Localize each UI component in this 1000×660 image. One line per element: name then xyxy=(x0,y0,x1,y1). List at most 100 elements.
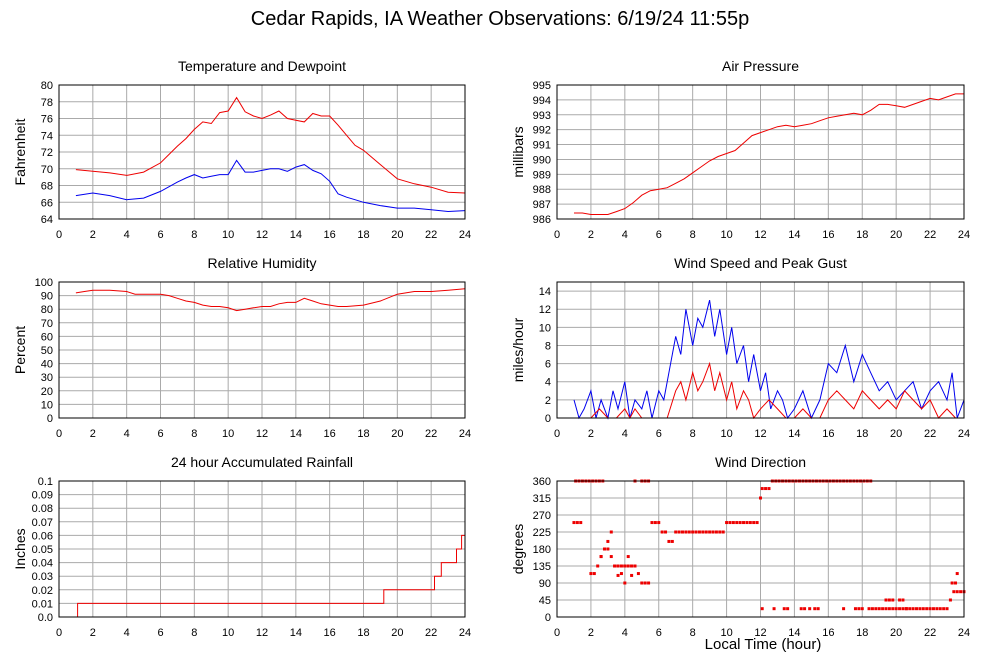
x-tick-label: 8 xyxy=(690,627,696,639)
x-tick-label: 0 xyxy=(56,428,62,440)
x-tick-label: 16 xyxy=(324,627,336,639)
data-point xyxy=(887,598,891,602)
x-tick-label: 8 xyxy=(191,229,197,241)
y-tick-label: 90 xyxy=(41,291,53,303)
data-point xyxy=(725,521,729,525)
x-tick-label: 12 xyxy=(754,428,766,440)
data-point xyxy=(748,521,752,525)
data-point xyxy=(643,581,647,585)
x-tick-label: 18 xyxy=(357,428,369,440)
x-tick-label: 6 xyxy=(656,229,662,241)
x-tick-label: 24 xyxy=(958,627,970,639)
x-tick-label: 6 xyxy=(157,627,163,639)
data-point xyxy=(891,607,895,611)
y-tick-label: 100 xyxy=(35,277,53,289)
x-tick-label: 14 xyxy=(290,627,302,639)
data-point xyxy=(915,607,919,611)
data-point xyxy=(623,581,627,585)
y-tick-label: 0 xyxy=(545,413,551,425)
data-point xyxy=(782,607,786,611)
y-tick-label: 14 xyxy=(539,286,551,298)
data-point xyxy=(950,581,954,585)
y-tick-label: 986 xyxy=(533,214,551,226)
data-point xyxy=(928,607,932,611)
y-tick-label: 990 xyxy=(533,154,551,166)
x-tick-label: 6 xyxy=(157,428,163,440)
y-tick-label: 994 xyxy=(533,95,551,107)
x-tick-label: 22 xyxy=(924,627,936,639)
y-tick-label: 6 xyxy=(545,359,551,371)
x-tick-label: 2 xyxy=(588,229,594,241)
y-tick-label: 12 xyxy=(539,304,551,316)
y-tick-label: 0.06 xyxy=(32,530,53,542)
data-point xyxy=(877,607,881,611)
chart-title: Relative Humidity xyxy=(208,255,317,271)
x-tick-label: 18 xyxy=(856,627,868,639)
x-tick-label: 24 xyxy=(459,229,471,241)
y-tick-label: 0.07 xyxy=(32,517,53,529)
y-tick-label: 0.03 xyxy=(32,571,53,583)
data-point xyxy=(636,572,640,576)
data-point xyxy=(803,607,807,611)
data-point xyxy=(711,530,715,534)
x-tick-label: 20 xyxy=(391,627,403,639)
x-tick-label: 16 xyxy=(822,428,834,440)
y-tick-label: 180 xyxy=(533,544,551,556)
x-tick-label: 14 xyxy=(788,627,800,639)
x-tick-label: 24 xyxy=(958,229,970,241)
data-point xyxy=(714,530,718,534)
data-point xyxy=(728,521,732,525)
data-point xyxy=(935,607,939,611)
x-tick-label: 16 xyxy=(324,229,336,241)
data-point xyxy=(786,607,790,611)
x-tick-label: 4 xyxy=(124,229,130,241)
data-point xyxy=(704,530,708,534)
y-tick-label: 40 xyxy=(41,359,53,371)
data-point xyxy=(674,530,678,534)
x-tick-label: 18 xyxy=(856,428,868,440)
data-point xyxy=(901,607,905,611)
y-tick-label: 0.1 xyxy=(38,476,53,488)
data-point xyxy=(799,607,803,611)
x-tick-label: 20 xyxy=(391,428,403,440)
data-point xyxy=(857,607,861,611)
data-point xyxy=(626,555,630,559)
x-tick-label: 4 xyxy=(622,229,628,241)
x-tick-label: 4 xyxy=(124,627,130,639)
x-tick-label: 10 xyxy=(720,229,732,241)
x-tick-label: 20 xyxy=(391,229,403,241)
series-line xyxy=(75,288,466,312)
data-point xyxy=(619,572,623,576)
plot-frame xyxy=(556,281,965,419)
series-line xyxy=(75,159,466,213)
x-tick-label: 0 xyxy=(56,229,62,241)
x-tick-label: 22 xyxy=(924,229,936,241)
data-point xyxy=(670,539,674,543)
series-line xyxy=(77,534,465,617)
data-point xyxy=(721,530,725,534)
x-tick-label: 24 xyxy=(459,428,471,440)
y-tick-label: 0 xyxy=(545,612,551,624)
data-point xyxy=(881,607,885,611)
x-tick-label: 10 xyxy=(720,627,732,639)
data-point xyxy=(613,564,617,568)
y-tick-label: 0.09 xyxy=(32,490,53,502)
data-point xyxy=(630,564,634,568)
x-tick-label: 22 xyxy=(425,627,437,639)
data-point xyxy=(619,564,623,568)
data-point xyxy=(708,530,712,534)
x-tick-label: 8 xyxy=(191,428,197,440)
series-line xyxy=(574,361,964,420)
page-title: Cedar Rapids, IA Weather Observations: 6… xyxy=(250,8,750,30)
data-point xyxy=(767,487,771,491)
y-axis-label: miles/hour xyxy=(510,317,526,382)
y-tick-label: 90 xyxy=(539,578,551,590)
x-tick-label: 12 xyxy=(754,229,766,241)
x-tick-label: 16 xyxy=(324,428,336,440)
x-tick-label: 18 xyxy=(856,229,868,241)
x-tick-label: 12 xyxy=(256,627,268,639)
y-tick-label: 8 xyxy=(545,340,551,352)
chart-title: Air Pressure xyxy=(722,58,799,74)
